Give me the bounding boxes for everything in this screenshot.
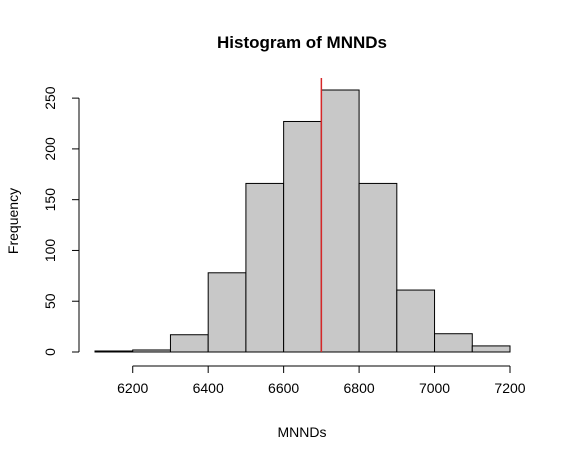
x-tick-label: 6800 xyxy=(344,380,375,396)
y-axis-label: Frequency xyxy=(5,188,21,254)
x-axis-label: MNNDs xyxy=(278,424,327,440)
histogram-bar xyxy=(94,350,134,353)
y-tick-label: 200 xyxy=(42,137,58,161)
histogram-bar xyxy=(283,120,322,353)
x-tick-label: 6600 xyxy=(268,380,299,396)
y-tick-label: 100 xyxy=(42,239,58,263)
bars-group xyxy=(94,89,511,353)
histogram-bar xyxy=(132,349,171,353)
y-tick-label: 0 xyxy=(42,348,58,356)
x-tick-label: 7200 xyxy=(494,380,525,396)
x-tick-label: 7000 xyxy=(419,380,450,396)
y-tick-label: 150 xyxy=(42,188,58,212)
histogram-bar xyxy=(471,345,511,353)
histogram-bar xyxy=(169,334,209,353)
histogram-bar xyxy=(245,182,285,353)
histogram-bar xyxy=(434,333,473,353)
chart-title: Histogram of MNNDs xyxy=(217,33,387,52)
y-tick-label: 250 xyxy=(42,86,58,110)
x-tick-label: 6200 xyxy=(117,380,148,396)
x-axis: 6200 6400 6600 6800 7000 7200 xyxy=(117,365,526,396)
y-tick-label: 50 xyxy=(42,293,58,309)
y-axis: 0 50 100 150 200 250 xyxy=(42,86,80,356)
x-tick-label: 6400 xyxy=(193,380,224,396)
histogram-bar xyxy=(396,289,436,353)
histogram-bar xyxy=(207,272,247,353)
histogram-bar xyxy=(358,182,398,353)
histogram-bar xyxy=(320,89,360,353)
